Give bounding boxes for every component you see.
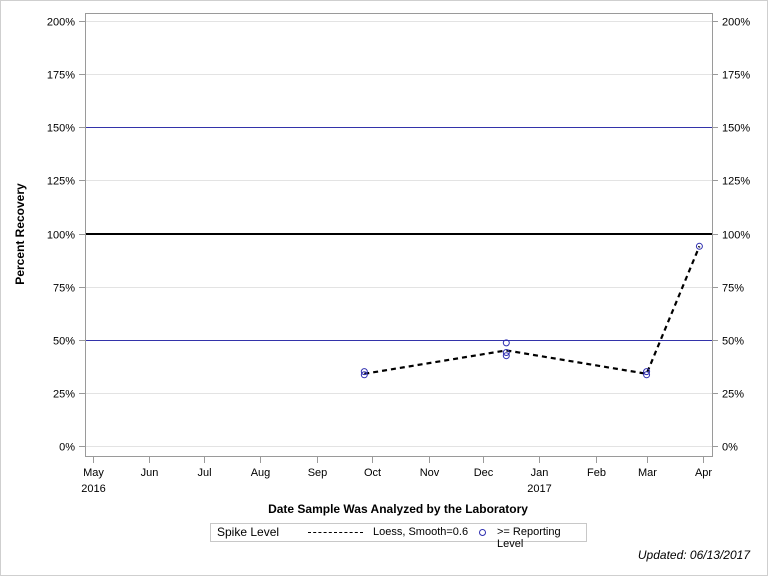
y-tick-label: 0% [59, 442, 75, 454]
x-tick-label: Apr [695, 467, 712, 479]
y-axis-label: Percent Recovery [13, 183, 27, 285]
legend-loess-label: Loess, Smooth=0.6 [373, 526, 469, 538]
x-tick-label: Dec [474, 467, 494, 479]
x-tick-label: Jul [197, 467, 211, 479]
y-tick-label: 75% [53, 283, 75, 295]
y2-tick-label: 200% [722, 17, 750, 29]
chart-plot: 0% 0% 25% 25% 50% 50% 75% 75% 100% 100% 125% 125% 15… [13, 13, 750, 516]
y-tick-label: 150% [47, 123, 75, 135]
y2-tick-label: 150% [722, 123, 750, 135]
x-tick-label: Mar [638, 467, 657, 479]
legend: Spike Level Loess, Smooth=0.6 >= Reporti… [210, 523, 587, 550]
legend-title: Spike Level [217, 525, 280, 539]
data-point [643, 368, 651, 376]
circle-marker-icon [479, 529, 486, 536]
x-axis-label: Date Sample Was Analyzed by the Laborato… [268, 502, 528, 516]
updated-timestamp: Updated: 06/13/2017 [637, 548, 750, 562]
y-tick-label: 50% [53, 336, 75, 348]
x-tick-year: 2017 [527, 483, 551, 495]
y2-tick-label: 75% [722, 283, 744, 295]
data-point [643, 371, 651, 379]
x-tick-label: Nov [420, 467, 440, 479]
y-tick-label: 25% [53, 389, 75, 401]
data-point [695, 242, 703, 250]
x-tick-label: Feb [587, 467, 606, 479]
y-tick-label: 200% [47, 17, 75, 29]
y2-tick-label: 175% [722, 70, 750, 82]
x-tick-label: Aug [251, 467, 271, 479]
data-point [360, 371, 368, 379]
data-point [502, 339, 510, 347]
y2-tick-label: 25% [722, 389, 744, 401]
data-point [502, 352, 510, 360]
legend-reporting-label: >= Reporting Level [497, 526, 561, 550]
y-tick-label: 125% [47, 176, 75, 188]
y-tick-label: 175% [47, 70, 75, 82]
x-tick-label: Jun [141, 467, 159, 479]
y2-tick-label: 0% [722, 442, 738, 454]
dashed-line-icon [308, 532, 363, 533]
data-point [502, 349, 510, 356]
x-tick-label: Oct [364, 467, 381, 479]
y-tick-label: 100% [47, 230, 75, 242]
x-tick-label: Sep [308, 467, 328, 479]
loess-line [364, 245, 701, 376]
x-tick-label: Jan [531, 467, 549, 479]
data-point [360, 368, 368, 376]
x-tick-label: May [83, 467, 104, 479]
x-tick-year: 2016 [81, 483, 105, 495]
y2-tick-label: 100% [722, 230, 750, 242]
y2-tick-label: 50% [722, 336, 744, 348]
y2-tick-label: 125% [722, 176, 750, 188]
